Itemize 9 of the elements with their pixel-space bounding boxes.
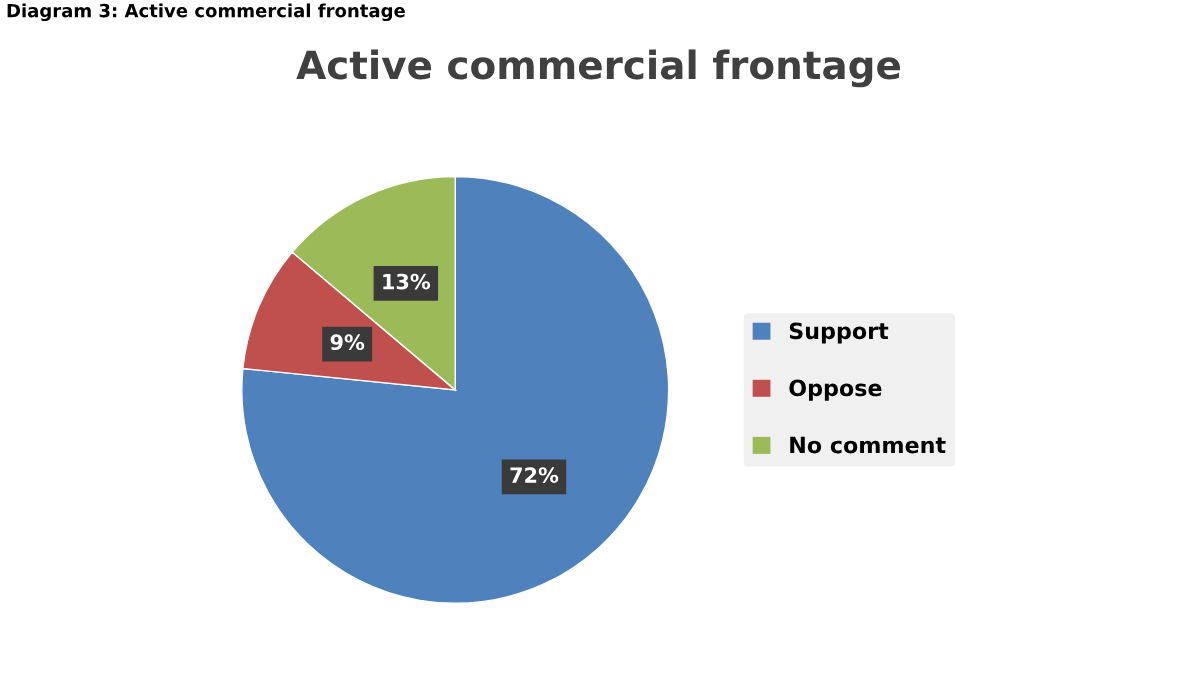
legend-label: Oppose: [789, 379, 882, 401]
chart-title: Active commercial frontage: [296, 49, 900, 88]
text: Diagram 3: Active commercial frontage: [7, 3, 405, 22]
legend-label: Support: [789, 322, 889, 344]
data-label: 9%: [330, 334, 365, 351]
legend-label: No comment: [790, 436, 946, 454]
data-label: 13%: [383, 273, 431, 290]
data-label: 72%: [510, 467, 559, 483]
pie-slice: [241, 175, 670, 604]
